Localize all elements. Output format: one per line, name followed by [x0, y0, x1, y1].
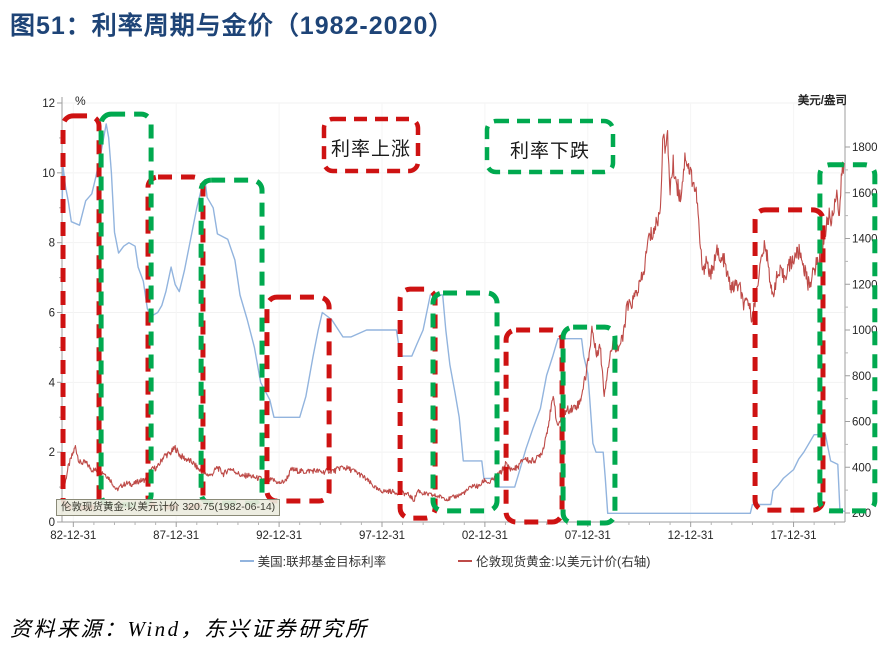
right-axis-tick-label: 1600	[852, 188, 878, 200]
fed-rate-line	[61, 123, 845, 514]
left-axis-tick-label: 6	[49, 308, 55, 320]
left-axis-tick-label: 12	[42, 98, 55, 110]
rate-up-box	[752, 207, 826, 513]
legend-label-gold: 伦敦现货黄金:以美元计价(右轴)	[476, 555, 651, 569]
right-axis-tick-label: 1000	[852, 325, 878, 337]
right-axis-tick-label: 1800	[852, 142, 878, 154]
left-axis-tick-label: 10	[42, 168, 55, 180]
rate-up-box	[397, 286, 438, 521]
legend-label-fed-rate: 美国:联邦基金目标利率	[257, 555, 387, 569]
rate-down-box	[560, 324, 618, 526]
right-axis-tick-label: 800	[852, 371, 871, 383]
x-axis-tick-label: 12-12-31	[668, 530, 714, 542]
x-axis-tick-label: 97-12-31	[359, 530, 405, 542]
legend-item-fed-rate: 美国:联邦基金目标利率	[239, 551, 387, 570]
annotation-rate-up-label: 利率上涨	[330, 139, 411, 160]
left-axis-tick-label: 0	[49, 517, 55, 529]
rate-down-box	[817, 162, 878, 514]
fed-rate-swatch	[239, 559, 254, 562]
tooltip: 伦敦现货黄金:以美元计价 320.75(1982-06-14)	[56, 499, 281, 516]
source-note: 资料来源：Wind，东兴证券研究所	[10, 617, 369, 641]
right-axis-tick-label: 600	[852, 417, 871, 429]
right-axis-tick-label: 1400	[852, 234, 878, 246]
left-axis-tick-label: 2	[49, 447, 55, 459]
rate-up-box	[503, 327, 565, 525]
x-axis-tick-label: 17-12-31	[771, 530, 817, 542]
x-axis-tick-label: 92-12-31	[256, 530, 302, 542]
figure-title: 图51：利率周期与金价（1982-2020）	[10, 12, 455, 40]
annotation-rate-down-box	[484, 118, 616, 175]
right-axis-unit-label: 美元/盎司	[797, 95, 847, 107]
x-axis-tick-label: 02-12-31	[462, 530, 508, 542]
annotation-rate-down-label: 利率下跌	[509, 141, 590, 162]
right-axis-tick-label: 400	[852, 462, 871, 474]
x-axis-tick-label: 82-12-31	[50, 530, 96, 542]
right-axis-tick-label: 1200	[852, 279, 878, 291]
gold-price-line	[61, 129, 845, 502]
gold-swatch	[458, 559, 473, 562]
legend-item-gold: 伦敦现货黄金:以美元计价(右轴)	[458, 551, 650, 570]
x-axis-tick-label: 87-12-31	[153, 530, 199, 542]
rate-up-box	[145, 174, 206, 510]
left-axis-tick-label: 4	[49, 377, 56, 389]
x-axis-tick-label: 07-12-31	[565, 530, 611, 542]
left-axis-tick-label: 8	[49, 238, 55, 250]
annotation-rate-up-box	[321, 116, 421, 174]
rate-up-box	[60, 113, 102, 511]
chart-legend: 美国:联邦基金目标利率 伦敦现货黄金:以美元计价(右轴)	[0, 551, 890, 570]
left-axis-unit-label: %	[75, 94, 86, 108]
rate-up-box	[264, 294, 332, 504]
